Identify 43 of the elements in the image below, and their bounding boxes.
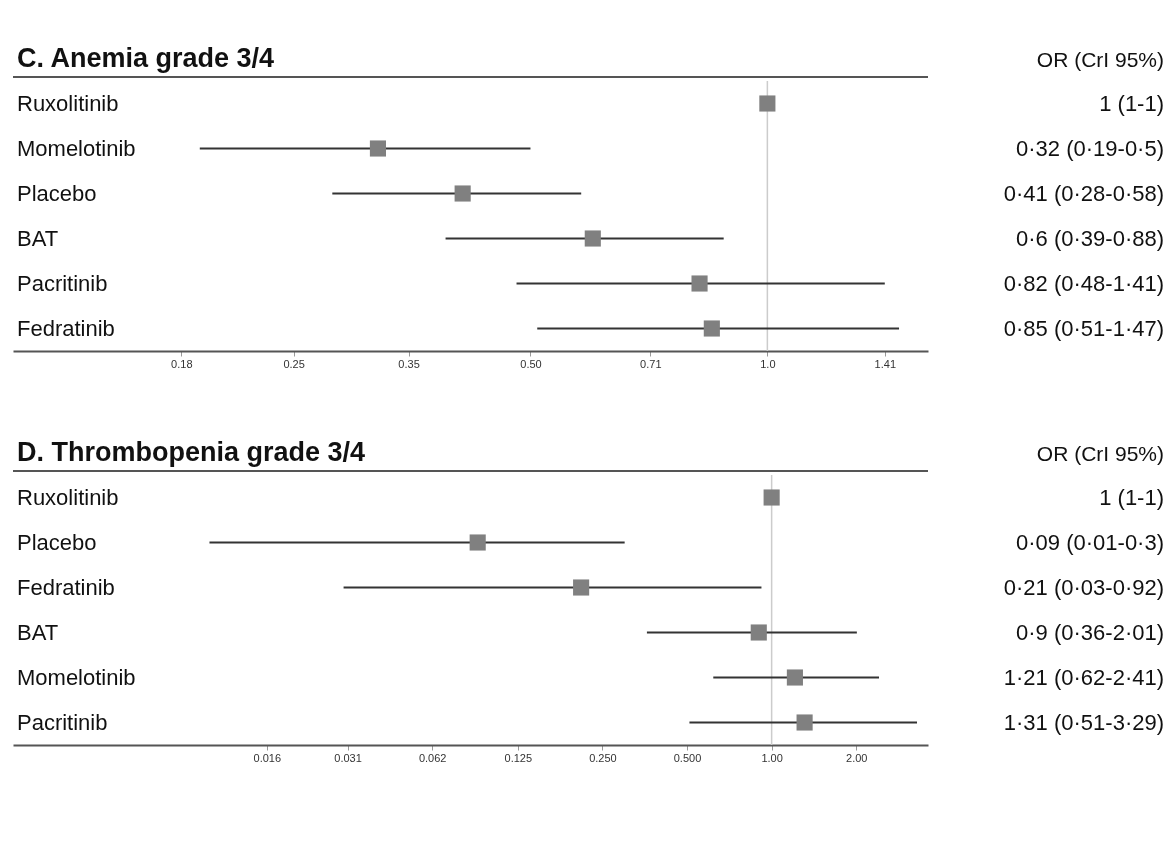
x-tick-label: 1.41	[874, 357, 897, 370]
data-label: 0·82 (0·48-1·41)	[1003, 270, 1164, 296]
data-label: 0·09 (0·01-0·3)	[1016, 529, 1164, 555]
x-tick-label: 0.125	[504, 751, 533, 764]
data-label: 0·21 (0·03-0·92)	[1003, 574, 1164, 600]
chart-title: C. Anemia grade 3/4	[17, 43, 275, 73]
y-tick-label: Momelotinib	[17, 135, 136, 161]
data-label: 1 (1-1)	[1099, 484, 1164, 510]
data-label: 1 (1-1)	[1099, 90, 1164, 116]
y-tick-label: Placebo	[17, 529, 97, 555]
x-tick-label: 1.00	[761, 751, 783, 764]
y-tick-label: Ruxolitinib	[17, 90, 119, 116]
chart-title: D. Thrombopenia grade 3/4	[17, 437, 366, 467]
y-tick-label: BAT	[17, 619, 59, 645]
x-tick-label: 0.031	[334, 751, 362, 764]
x-tick-label: 0.500	[673, 751, 702, 764]
text: OR (CrI 95%)	[1036, 442, 1164, 465]
data-label: 0·9 (0·36-2·01)	[1016, 619, 1164, 645]
x-tick-label: 0.250	[589, 751, 617, 764]
y-tick-label: BAT	[17, 225, 59, 251]
data-label: 1·21 (0·62-2·41)	[1003, 664, 1164, 690]
x-tick-label: 0.35	[398, 357, 420, 370]
x-tick-label: 0.50	[520, 357, 542, 370]
y-tick-label: Ruxolitinib	[17, 484, 119, 510]
x-tick-label: 0.016	[253, 751, 282, 764]
y-tick-label: Fedratinib	[17, 574, 115, 600]
data-label: 0·6 (0·39-0·88)	[1016, 225, 1164, 251]
x-tick-label: 0.062	[418, 751, 447, 764]
x-tick-label: 0.25	[283, 357, 305, 370]
y-tick-label: Momelotinib	[17, 664, 136, 690]
x-tick-label: 0.18	[171, 357, 193, 370]
data-label: 0·85 (0·51-1·47)	[1003, 315, 1164, 341]
text: OR (CrI 95%)	[1036, 48, 1164, 71]
data-label: 0·41 (0·28-0·58)	[1003, 180, 1164, 206]
x-tick-label: 0.71	[640, 357, 662, 370]
x-tick-label: 2.00	[846, 751, 868, 764]
data-label: 0·32 (0·19-0·5)	[1016, 135, 1164, 161]
data-label: 1·31 (0·51-3·29)	[1003, 709, 1164, 735]
y-tick-label: Pacritinib	[17, 270, 108, 296]
y-tick-label: Fedratinib	[17, 315, 115, 341]
x-tick-label: 1.0	[760, 357, 776, 370]
y-tick-label: Placebo	[17, 180, 97, 206]
y-tick-label: Pacritinib	[17, 709, 108, 735]
